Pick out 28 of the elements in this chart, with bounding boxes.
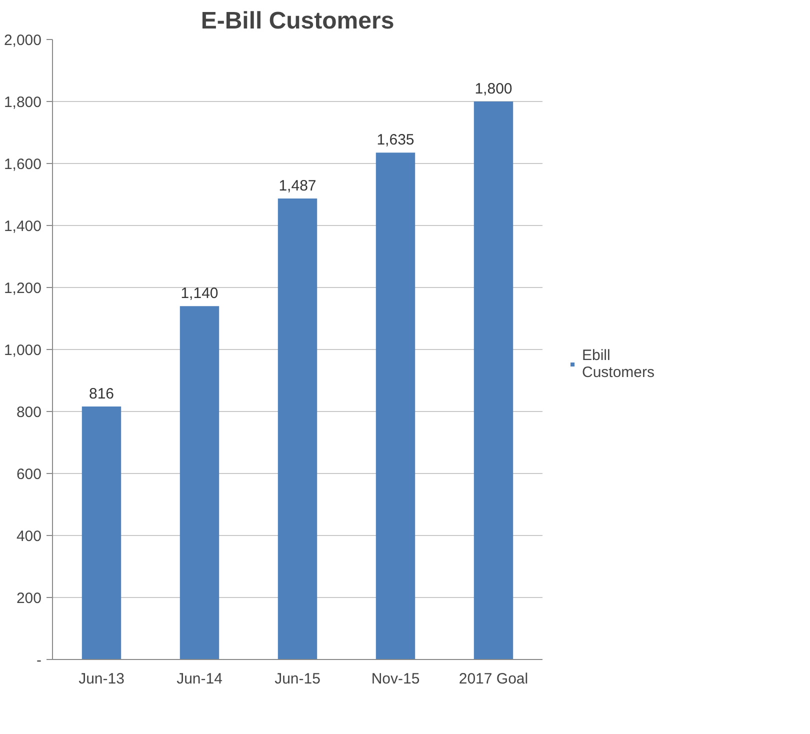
y-tick-label: 1,400 xyxy=(4,218,42,235)
y-tick-label: - xyxy=(36,652,42,669)
y-tick-label: 1,000 xyxy=(4,342,42,359)
y-tick-label: 1,800 xyxy=(4,94,42,111)
y-tick-label: 2,000 xyxy=(4,32,42,49)
x-tick-label: Nov-15 xyxy=(371,670,420,688)
data-label: 1,800 xyxy=(474,80,512,98)
y-tick-label: 800 xyxy=(16,404,42,421)
bar xyxy=(180,306,220,660)
y-tick-label: 1,200 xyxy=(4,280,42,297)
bar xyxy=(82,406,122,660)
y-tick-label: 1,600 xyxy=(4,156,42,173)
data-label: 1,140 xyxy=(180,285,218,302)
legend-label: Ebill Customers xyxy=(582,347,655,381)
y-tick-label: 400 xyxy=(16,528,42,545)
bar xyxy=(376,152,416,660)
data-label: 1,487 xyxy=(278,178,316,195)
bar xyxy=(278,198,318,660)
bar xyxy=(474,102,514,660)
x-tick-label: 2017 Goal xyxy=(458,670,528,688)
x-tick-label: Jun-15 xyxy=(274,670,320,688)
x-tick-label: Jun-14 xyxy=(176,670,222,688)
x-tick-label: Jun-13 xyxy=(78,670,124,688)
data-label: 816 xyxy=(88,386,114,403)
data-label: 1,635 xyxy=(376,132,414,149)
y-tick-label: 200 xyxy=(16,590,42,607)
y-tick-label: 600 xyxy=(16,466,42,483)
chart-title: E-Bill Customers xyxy=(200,8,394,34)
